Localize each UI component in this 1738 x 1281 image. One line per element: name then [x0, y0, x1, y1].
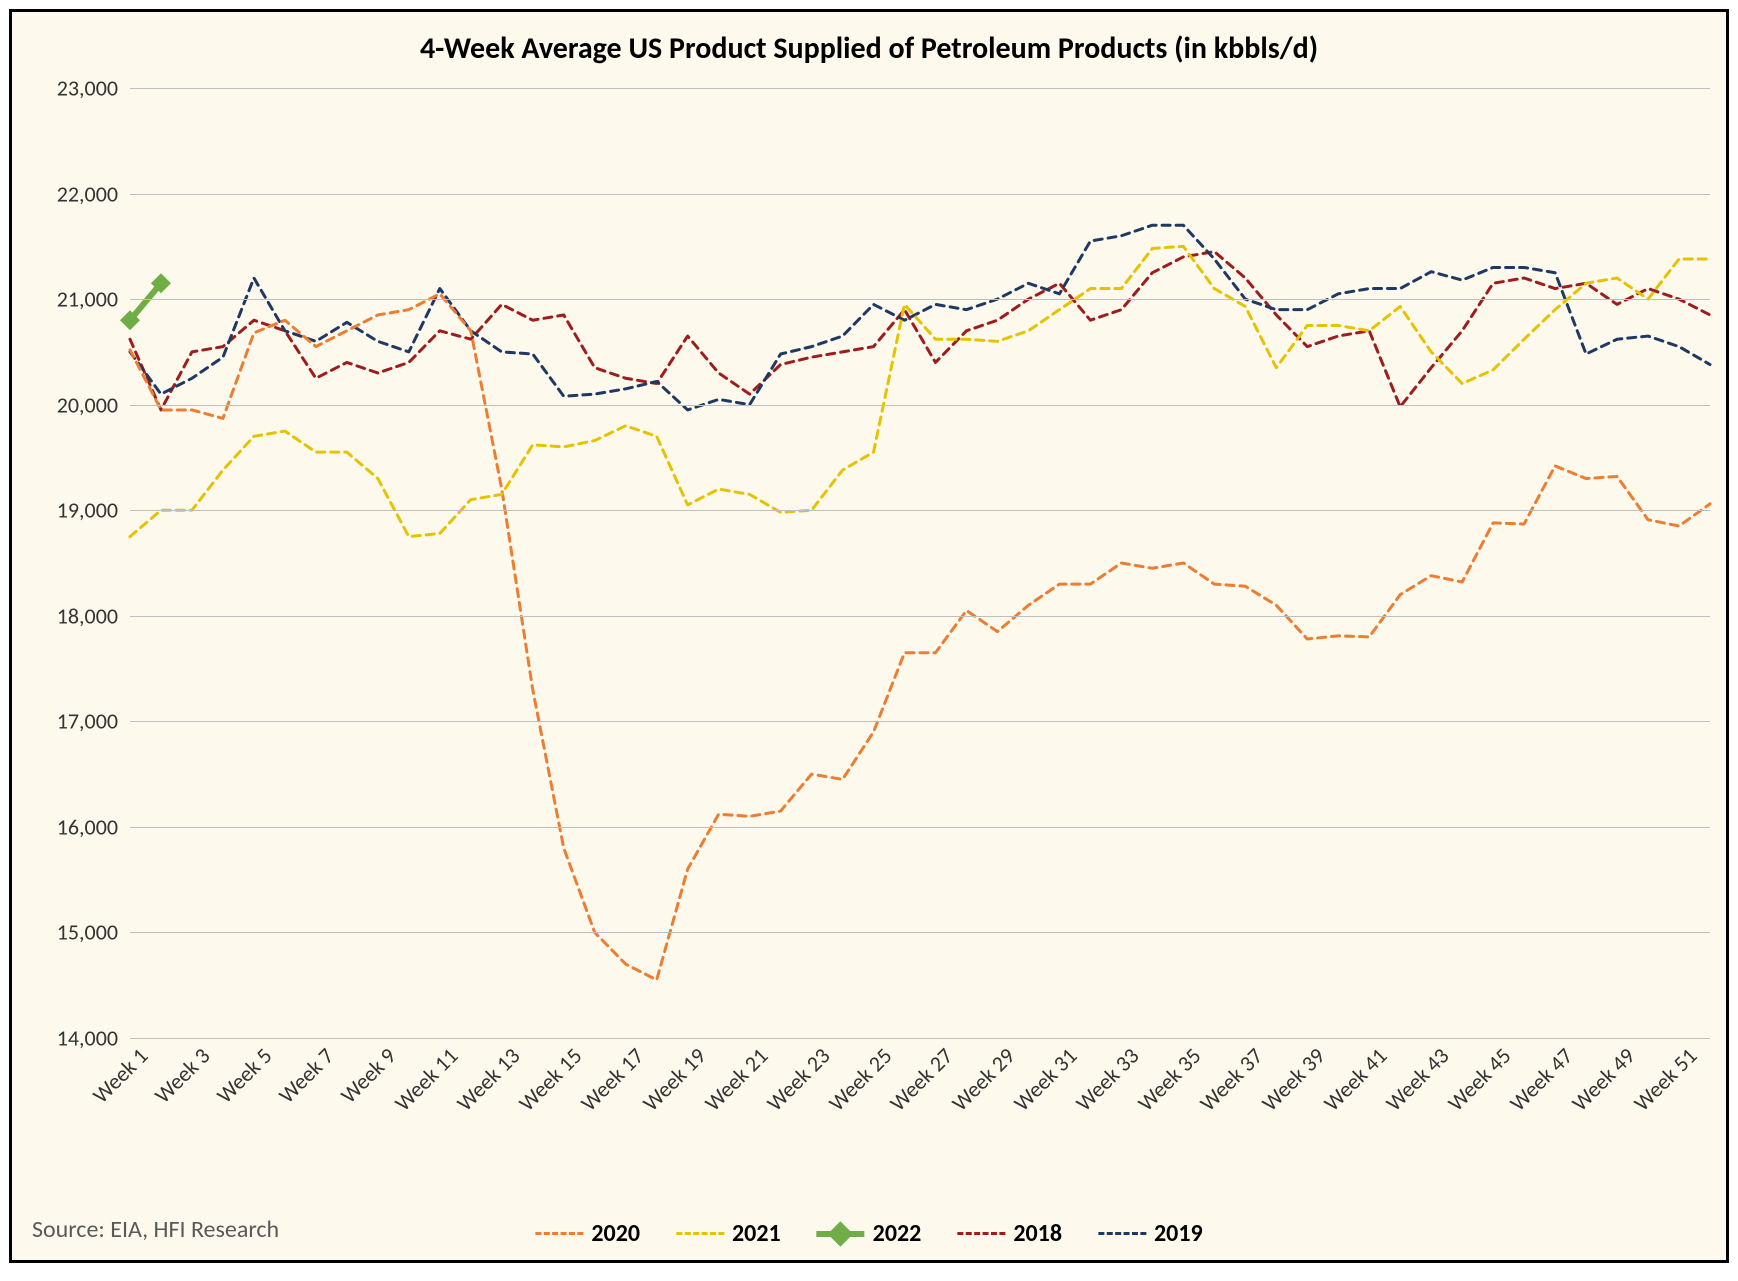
- source-note: Source: EIA, HFI Research: [32, 1215, 279, 1244]
- legend-item-2021: 2021: [676, 1219, 781, 1248]
- y-axis-label: 15,000: [57, 919, 130, 946]
- series-line-s2020: [130, 294, 1710, 980]
- x-axis-label: Week 47: [1500, 1038, 1578, 1116]
- gridline: [130, 827, 1710, 828]
- legend-swatch: [957, 1232, 1005, 1235]
- x-axis-label: Week 3: [145, 1038, 216, 1109]
- y-axis-label: 23,000: [57, 75, 130, 102]
- gridline: [130, 932, 1710, 933]
- x-axis-label: Week 37: [1190, 1038, 1268, 1116]
- gridline: [130, 194, 1710, 195]
- x-axis-label: Week 15: [509, 1038, 587, 1116]
- y-axis-label: 16,000: [57, 813, 130, 840]
- x-axis-label: Week 23: [756, 1038, 834, 1116]
- x-axis-label: Week 5: [207, 1038, 278, 1109]
- y-axis-label: 22,000: [57, 180, 130, 207]
- legend-swatch: [676, 1232, 724, 1235]
- legend: 2020 2021 2022 2018 2019: [535, 1219, 1202, 1248]
- legend-label: 2018: [1013, 1219, 1062, 1248]
- x-axis-label: Week 17: [571, 1038, 649, 1116]
- legend-item-2019: 2019: [1098, 1219, 1203, 1248]
- x-axis-label: Week 39: [1252, 1038, 1330, 1116]
- plot-area: 14,00015,00016,00017,00018,00019,00020,0…: [130, 88, 1710, 1038]
- gridline: [130, 721, 1710, 722]
- chart-svg: [130, 88, 1710, 1038]
- series-line-s2019: [130, 225, 1710, 410]
- legend-label: 2020: [591, 1219, 640, 1248]
- legend-label: 2022: [873, 1219, 922, 1248]
- x-axis-label: Week 7: [269, 1038, 340, 1109]
- legend-item-2020: 2020: [535, 1219, 640, 1248]
- gridline: [130, 1038, 1710, 1039]
- x-axis-label: Week 27: [880, 1038, 958, 1116]
- series-line-s2021: [130, 246, 1710, 536]
- y-axis-label: 21,000: [57, 286, 130, 313]
- x-axis-label: Week 43: [1376, 1038, 1454, 1116]
- x-axis-label: Week 29: [942, 1038, 1020, 1116]
- legend-swatch: [817, 1231, 865, 1237]
- series-line-s2022: [130, 283, 161, 320]
- x-axis-label: Week 19: [633, 1038, 711, 1116]
- x-axis-label: Week 33: [1066, 1038, 1144, 1116]
- legend-swatch: [1098, 1232, 1146, 1235]
- gridline: [130, 510, 1710, 511]
- x-axis-label: Week 41: [1314, 1038, 1392, 1116]
- y-axis-label: 18,000: [57, 602, 130, 629]
- chart-title: 4-Week Average US Product Supplied of Pe…: [12, 30, 1726, 67]
- x-axis-label: Week 45: [1438, 1038, 1516, 1116]
- x-axis-label: Week 35: [1128, 1038, 1206, 1116]
- legend-swatch: [535, 1232, 583, 1235]
- legend-item-2018: 2018: [957, 1219, 1062, 1248]
- x-axis-label: Week 49: [1562, 1038, 1640, 1116]
- x-axis-label: Week 21: [694, 1038, 772, 1116]
- chart-frame: 4-Week Average US Product Supplied of Pe…: [9, 9, 1729, 1263]
- x-axis-label: Week 11: [385, 1038, 463, 1116]
- gridline: [130, 299, 1710, 300]
- x-axis-label: Week 51: [1624, 1038, 1702, 1116]
- y-axis-label: 19,000: [57, 497, 130, 524]
- x-axis-label: Week 31: [1004, 1038, 1082, 1116]
- legend-label: 2019: [1154, 1219, 1203, 1248]
- y-axis-label: 17,000: [57, 708, 130, 735]
- y-axis-label: 20,000: [57, 391, 130, 418]
- legend-label: 2021: [732, 1219, 781, 1248]
- gridline: [130, 616, 1710, 617]
- x-axis-label: Week 13: [447, 1038, 525, 1116]
- gridline: [130, 405, 1710, 406]
- x-axis-label: Week 25: [818, 1038, 896, 1116]
- legend-item-2022: 2022: [817, 1219, 922, 1248]
- gridline: [130, 88, 1710, 89]
